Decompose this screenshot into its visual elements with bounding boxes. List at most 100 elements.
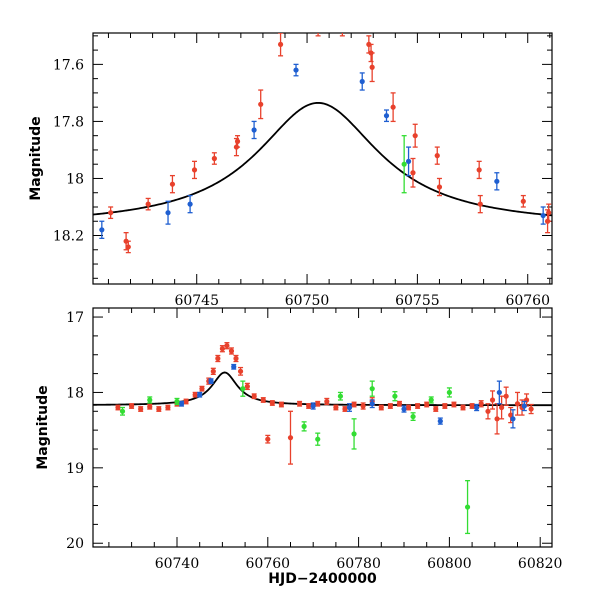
data-point xyxy=(156,406,162,412)
data-point xyxy=(215,355,221,362)
data-point xyxy=(514,401,521,407)
y-tick-label: 18 xyxy=(66,171,84,187)
data-point xyxy=(496,389,502,396)
data-point xyxy=(99,227,105,233)
data-point xyxy=(546,210,552,216)
y-tick-label: 17.6 xyxy=(53,57,84,73)
data-point xyxy=(199,386,205,392)
data-point xyxy=(528,406,534,412)
series-1 xyxy=(99,63,546,240)
data-point xyxy=(231,364,237,370)
data-point xyxy=(485,408,491,414)
data-point xyxy=(342,406,348,412)
data-point xyxy=(460,404,466,411)
data-point xyxy=(521,403,527,409)
data-point xyxy=(108,210,114,216)
data-point xyxy=(351,401,357,408)
data-point xyxy=(451,401,457,408)
data-point xyxy=(211,155,217,162)
data-point xyxy=(340,22,345,27)
data-point xyxy=(503,393,509,399)
data-point xyxy=(187,201,193,207)
x-tick-label: 60750 xyxy=(285,293,330,309)
data-point xyxy=(306,403,312,409)
x-tick-label: 60760 xyxy=(246,556,291,572)
data-point xyxy=(315,436,321,442)
data-point xyxy=(476,167,482,173)
x-tick-label: 60740 xyxy=(155,556,200,572)
data-point xyxy=(415,403,421,409)
x-tick-label: 60760 xyxy=(505,293,550,309)
data-point xyxy=(494,416,500,422)
y-tick-label: 17.8 xyxy=(53,114,84,130)
data-point xyxy=(359,78,365,85)
model-curve xyxy=(93,101,552,217)
x-tick-label: 60745 xyxy=(174,293,219,309)
data-point xyxy=(278,401,285,408)
data-point xyxy=(315,25,320,30)
data-point xyxy=(464,504,471,510)
data-point xyxy=(169,181,176,187)
data-point xyxy=(351,431,357,437)
data-point xyxy=(315,401,321,407)
data-point xyxy=(145,201,151,207)
data-point xyxy=(410,170,416,176)
data-point xyxy=(499,404,505,411)
data-point xyxy=(469,403,475,409)
x-tick-label: 60755 xyxy=(395,293,440,309)
data-point xyxy=(437,418,443,424)
data-point xyxy=(424,401,430,408)
y-axis-label: Magnitude xyxy=(28,116,44,200)
data-layer xyxy=(93,22,552,254)
data-point xyxy=(378,404,384,411)
y-tick-label: 20 xyxy=(66,536,84,552)
data-point xyxy=(183,398,189,405)
data-point xyxy=(346,404,353,411)
data-point xyxy=(277,41,284,48)
data-point xyxy=(244,383,250,390)
data-point xyxy=(540,212,546,219)
x-axis-label: HJD−2400000 xyxy=(268,571,377,587)
series-0 xyxy=(115,342,534,465)
data-point xyxy=(428,397,434,403)
data-point xyxy=(147,404,153,410)
data-point xyxy=(337,393,344,399)
series-0 xyxy=(108,22,552,254)
data-point xyxy=(489,397,496,403)
data-point xyxy=(494,178,500,184)
series-2 xyxy=(401,135,407,194)
plot-frame xyxy=(92,32,553,285)
data-point xyxy=(383,113,390,119)
bottom-panel: 60740 60760 60780 60800 60820 17 18 19 20 Magnitu… xyxy=(35,307,562,587)
data-point xyxy=(369,386,375,392)
x-tick-label: 60780 xyxy=(336,556,381,572)
data-point xyxy=(125,244,131,250)
data-point xyxy=(369,64,375,70)
data-point xyxy=(436,184,443,190)
data-point xyxy=(369,401,375,407)
data-point xyxy=(234,138,241,144)
data-point xyxy=(251,127,257,133)
data-point xyxy=(310,403,316,409)
y-axis-label: Magnitude xyxy=(35,385,51,469)
data-point xyxy=(197,392,203,398)
data-point xyxy=(258,101,264,107)
data-point xyxy=(293,67,299,73)
data-point xyxy=(192,392,198,398)
data-point xyxy=(324,398,330,405)
data-point xyxy=(210,368,216,374)
data-point xyxy=(174,398,180,405)
data-point xyxy=(265,436,271,442)
data-point xyxy=(360,403,366,409)
x-tick-label: 60800 xyxy=(427,556,472,572)
data-point xyxy=(128,403,135,409)
data-point xyxy=(401,161,407,167)
data-point xyxy=(410,413,416,420)
data-point xyxy=(138,406,144,412)
data-point xyxy=(412,133,418,139)
data-point xyxy=(434,153,440,159)
data-point xyxy=(333,404,339,411)
data-point xyxy=(387,403,393,409)
y-tick-label: 19 xyxy=(66,461,84,477)
